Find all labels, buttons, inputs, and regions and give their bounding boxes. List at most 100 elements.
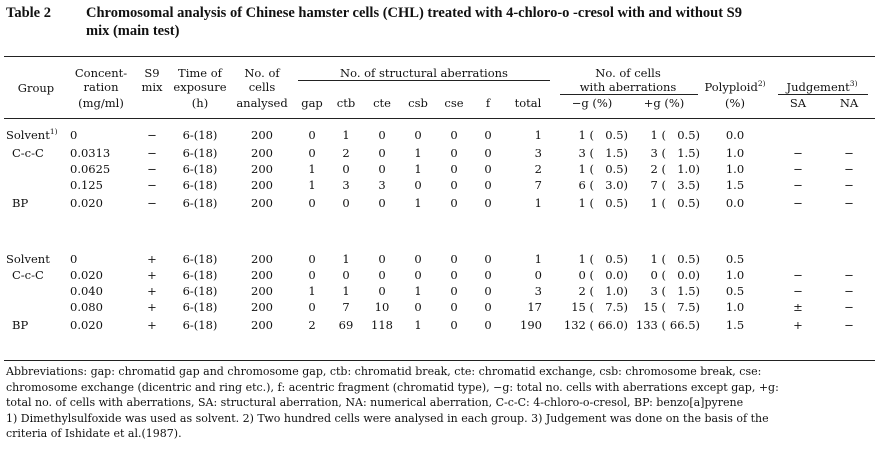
header-s9-2: mix <box>141 80 163 94</box>
cell-minus-g-count: 132 ( <box>563 318 594 332</box>
cell-na: − <box>844 318 854 332</box>
cell-group: Solvent <box>6 252 50 266</box>
cell-plus-g-percent: 0.5) <box>677 128 700 142</box>
cell-plus-g-count: 15 ( <box>643 300 666 314</box>
cell-f: 0 <box>484 318 492 332</box>
structural-underline <box>298 80 550 81</box>
cell-gap: 1 <box>308 178 316 192</box>
cell-plus-g-count: 3 ( <box>650 284 666 298</box>
cell-s9: − <box>147 162 157 176</box>
cell-minus-g-percent: 1.5) <box>605 146 628 160</box>
header-withab-1: No. of cells <box>595 66 661 80</box>
header-conc-1: Concent- <box>74 66 128 80</box>
cell-plus-g-percent: 7.5) <box>677 300 700 314</box>
cell-cte: 0 <box>378 146 386 160</box>
cell-cte: 10 <box>374 300 390 314</box>
header-ctb: ctb <box>336 96 356 110</box>
header-polyploid-unit: (%) <box>725 96 745 110</box>
cell-minus-g-count: 1 ( <box>578 252 594 266</box>
cell-cte: 118 <box>371 318 393 332</box>
cell-ctb: 1 <box>342 284 350 298</box>
cell-minus-g-count: 1 ( <box>578 162 594 176</box>
cell-plus-g-percent: 0.5) <box>677 252 700 266</box>
cell-sa: ± <box>793 300 803 314</box>
cell-conc: 0 <box>70 128 78 142</box>
cell-ctb: 1 <box>342 252 350 266</box>
cell-f: 0 <box>484 178 492 192</box>
cell-f: 0 <box>484 300 492 314</box>
cell-conc: 0.020 <box>70 196 103 210</box>
cell-total: 3 <box>534 284 542 298</box>
header-na: NA <box>839 96 859 110</box>
header-conc-2: ration <box>83 80 119 94</box>
table-caption: Table 2 Chromosomal analysis of Chinese h… <box>6 4 874 40</box>
cell-time: 6-(18) <box>182 196 218 210</box>
cell-poly: 0.0 <box>725 128 745 142</box>
bottom-rule <box>4 360 875 361</box>
cell-cells: 200 <box>251 300 273 314</box>
cell-csb: 1 <box>414 318 422 332</box>
cell-plus-g-count: 0 ( <box>650 268 666 282</box>
cell-conc: 0.020 <box>70 318 103 332</box>
cell-na: − <box>844 284 854 298</box>
cell-plus-g-count: 2 ( <box>650 162 666 176</box>
cell-cse: 0 <box>450 128 458 142</box>
cell-poly: 1.0 <box>725 300 745 314</box>
cell-s9: − <box>147 146 157 160</box>
cell-cells: 200 <box>251 196 273 210</box>
header-sa: SA <box>789 96 807 110</box>
cell-cells: 200 <box>251 146 273 160</box>
cell-poly: 0.0 <box>725 196 745 210</box>
cell-csb: 0 <box>414 252 422 266</box>
cell-ctb: 0 <box>342 268 350 282</box>
cell-time: 6-(18) <box>182 162 218 176</box>
note-line-1: Abbreviations: gap: chromatid gap and ch… <box>6 365 762 378</box>
cell-plus-g-percent: 3.5) <box>677 178 700 192</box>
cell-f: 0 <box>484 162 492 176</box>
cell-gap: 0 <box>308 146 316 160</box>
header-polyploid: Polyploid2) <box>704 79 766 94</box>
header-judgement: Judgement3) <box>786 79 858 94</box>
cell-time: 6-(18) <box>182 318 218 332</box>
cell-time: 6-(18) <box>182 146 218 160</box>
cell-minus-g-count: 0 ( <box>578 268 594 282</box>
cell-ctb: 0 <box>342 162 350 176</box>
cell-gap: 0 <box>308 268 316 282</box>
cell-s9: + <box>147 300 157 314</box>
cell-plus-g-count: 1 ( <box>650 252 666 266</box>
cell-plus-g-percent: 0.0) <box>677 268 700 282</box>
header-conc-3: (mg/ml) <box>78 96 124 110</box>
cell-cells: 200 <box>251 128 273 142</box>
cell-poly: 1.0 <box>725 162 745 176</box>
cell-conc: 0.125 <box>70 178 103 192</box>
cell-na: − <box>844 300 854 314</box>
cell-f: 0 <box>484 252 492 266</box>
cell-ctb: 7 <box>342 300 350 314</box>
cell-cells: 200 <box>251 252 273 266</box>
header-cse: cse <box>444 96 464 110</box>
cell-s9: + <box>147 268 157 282</box>
cell-s9: + <box>147 284 157 298</box>
cell-cse: 0 <box>450 318 458 332</box>
top-rule <box>4 56 875 57</box>
cell-poly: 0.5 <box>725 284 745 298</box>
cell-sa: − <box>793 146 803 160</box>
cell-csb: 1 <box>414 284 422 298</box>
cell-na: − <box>844 268 854 282</box>
cell-plus-g-percent: 1.5) <box>677 284 700 298</box>
header-time-2: exposure <box>173 80 227 94</box>
cell-plus-g-count: 133 ( <box>635 318 666 332</box>
cell-minus-g-count: 1 ( <box>578 128 594 142</box>
cell-cse: 0 <box>450 252 458 266</box>
cell-na: − <box>844 196 854 210</box>
table-title-line1: Chromosomal analysis of Chinese hamster … <box>86 5 742 21</box>
cell-plus-g-percent: 0.5) <box>677 196 700 210</box>
table-number: Table 2 <box>6 5 51 21</box>
cell-csb: 0 <box>414 268 422 282</box>
cell-cte: 3 <box>378 178 386 192</box>
cell-cse: 0 <box>450 178 458 192</box>
cell-total: 0 <box>534 268 542 282</box>
cell-cte: 0 <box>378 162 386 176</box>
cell-cells: 200 <box>251 284 273 298</box>
note-line-5: criteria of Ishidate et al.(1987). <box>6 427 182 440</box>
